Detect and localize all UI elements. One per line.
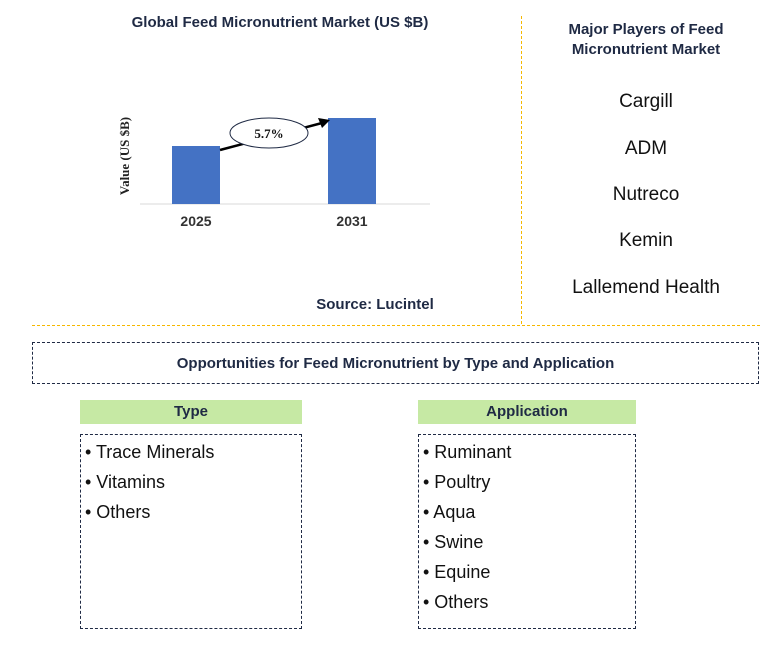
source-label: Source: Lucintel	[316, 296, 434, 313]
list-item: • Trace Minerals	[85, 442, 215, 462]
list-item: • Others	[85, 502, 151, 522]
player-nutreco: Nutreco	[612, 184, 680, 205]
list-item: • Swine	[423, 532, 484, 552]
bar-2025	[172, 146, 220, 204]
player-adm: ADM	[624, 138, 668, 159]
list-item: • Poultry	[423, 472, 491, 492]
application-heading: Application	[418, 400, 636, 424]
bar-chart: Value (US $B) 2025 2031 5.7%	[117, 117, 430, 229]
horizontal-divider	[32, 325, 760, 326]
list-item: • Equine	[423, 562, 491, 582]
vertical-divider	[521, 16, 522, 324]
type-list: • Trace Minerals • Vitamins • Others	[80, 434, 302, 629]
y-axis-label: Value (US $B)	[117, 117, 132, 195]
list-item: • Others	[423, 592, 489, 612]
list-item: • Vitamins	[85, 472, 165, 492]
opportunities-title: Opportunities for Feed Micronutrient by …	[32, 342, 759, 384]
x-tick-label-2025: 2025	[180, 213, 211, 229]
application-list: • Ruminant • Poultry • Aqua • Swine • Eq…	[418, 434, 636, 629]
x-tick-label-2031: 2031	[336, 213, 367, 229]
growth-ellipse	[229, 117, 309, 149]
bar-2031	[328, 118, 376, 204]
player-cargill: Cargill	[619, 91, 673, 112]
growth-rate-label: 5.7%	[254, 126, 283, 141]
growth-arrowhead	[318, 118, 330, 128]
chart-title: Global Feed Micronutrient Market (US $B)	[131, 14, 429, 31]
list-item: • Aqua	[423, 502, 476, 522]
list-item: • Ruminant	[423, 442, 512, 462]
type-heading: Type	[80, 400, 302, 424]
player-kemin: Kemin	[619, 230, 673, 251]
player-lallemend-health: Lallemend Health	[572, 277, 720, 298]
players-title: Major Players of Feed Micronutrient Mark…	[568, 21, 724, 58]
